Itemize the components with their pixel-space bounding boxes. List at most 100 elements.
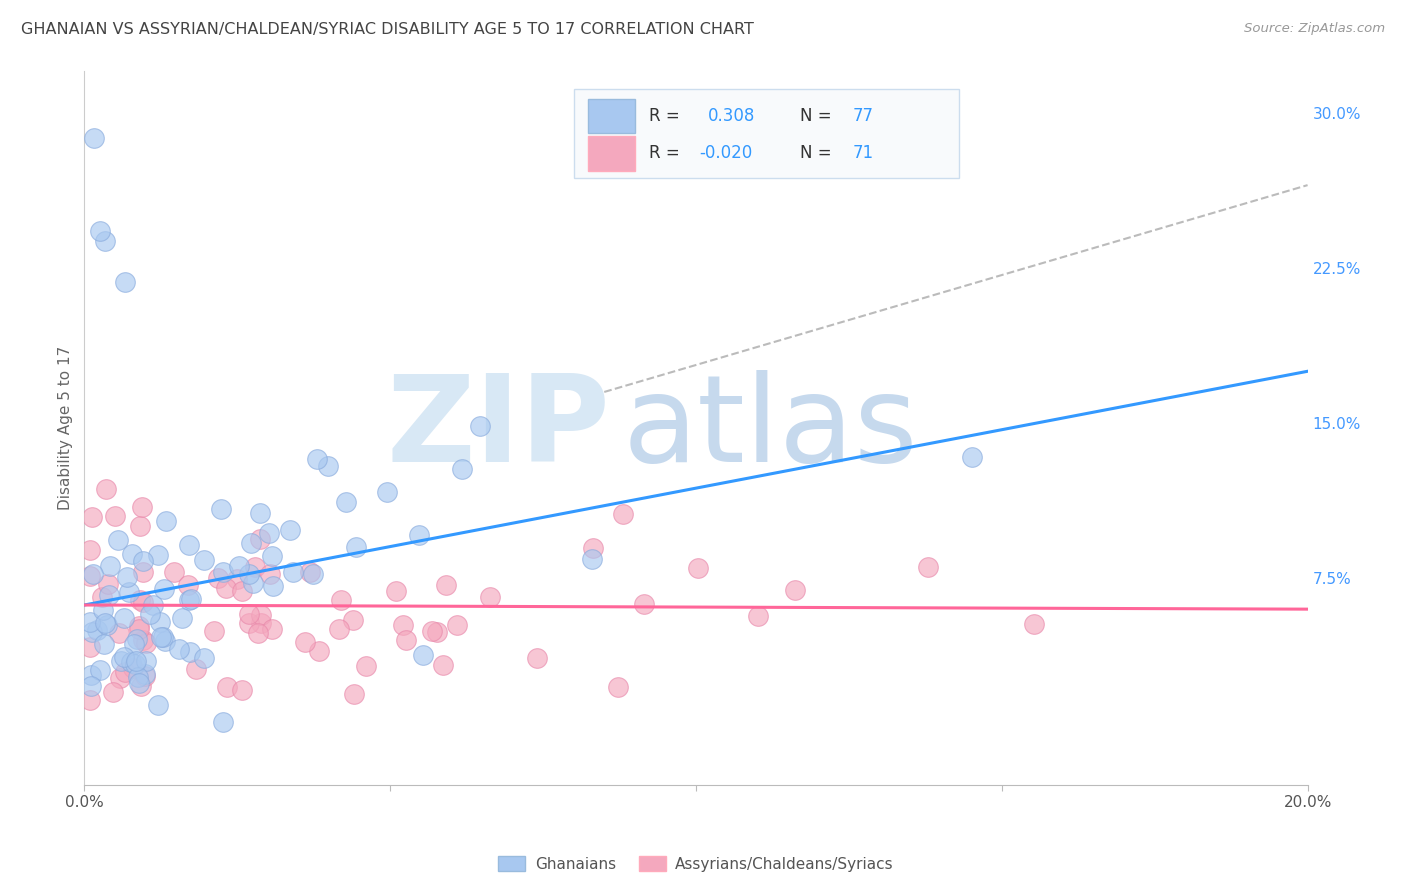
Point bbox=[375, 485, 398, 500]
Point bbox=[262, 578, 284, 592]
Point bbox=[238, 615, 260, 630]
Point bbox=[135, 654, 157, 668]
Point bbox=[281, 565, 304, 579]
Point bbox=[259, 566, 281, 581]
Point bbox=[103, 684, 125, 698]
Point bbox=[124, 657, 146, 671]
Point bbox=[249, 532, 271, 546]
Point bbox=[960, 450, 983, 464]
Point bbox=[179, 592, 201, 607]
Point bbox=[193, 553, 215, 567]
Point bbox=[243, 560, 266, 574]
Point bbox=[93, 637, 115, 651]
Point bbox=[129, 679, 152, 693]
Point bbox=[79, 615, 101, 630]
Point bbox=[204, 624, 226, 639]
Point bbox=[470, 418, 492, 433]
Point bbox=[114, 649, 136, 664]
Point bbox=[128, 622, 150, 636]
Point bbox=[134, 669, 156, 683]
Point bbox=[117, 570, 139, 584]
Point bbox=[149, 615, 172, 630]
Point bbox=[179, 538, 201, 552]
Point bbox=[215, 581, 238, 595]
Point bbox=[212, 714, 235, 729]
Text: N =: N = bbox=[800, 145, 837, 162]
Point bbox=[176, 578, 198, 592]
Point bbox=[330, 592, 353, 607]
Text: Source: ZipAtlas.com: Source: ZipAtlas.com bbox=[1244, 22, 1385, 36]
Point bbox=[1022, 617, 1045, 632]
Point bbox=[294, 634, 316, 648]
Point bbox=[343, 687, 366, 701]
Point bbox=[86, 623, 108, 637]
Point bbox=[581, 552, 603, 566]
Point bbox=[128, 676, 150, 690]
Point bbox=[785, 582, 807, 597]
Point bbox=[217, 680, 239, 694]
Point bbox=[82, 510, 104, 524]
Point bbox=[131, 500, 153, 514]
Point bbox=[108, 671, 131, 685]
Point bbox=[127, 669, 149, 683]
Point bbox=[432, 658, 454, 673]
Point bbox=[125, 654, 148, 668]
Point bbox=[747, 608, 769, 623]
Point bbox=[82, 624, 104, 639]
Point bbox=[526, 651, 548, 665]
Point bbox=[83, 130, 105, 145]
Point bbox=[98, 588, 121, 602]
Point bbox=[121, 547, 143, 561]
Point bbox=[79, 569, 101, 583]
Text: R =: R = bbox=[650, 107, 686, 125]
Point bbox=[129, 518, 152, 533]
Point bbox=[132, 554, 155, 568]
FancyBboxPatch shape bbox=[574, 89, 959, 178]
Text: 77: 77 bbox=[852, 107, 873, 125]
Point bbox=[260, 549, 283, 564]
Point bbox=[79, 692, 101, 706]
Point bbox=[298, 565, 321, 579]
Point bbox=[139, 607, 162, 621]
Point bbox=[211, 566, 233, 580]
Point bbox=[308, 643, 330, 657]
Point bbox=[110, 654, 132, 668]
Point bbox=[148, 549, 170, 563]
Point bbox=[132, 566, 155, 580]
Point bbox=[582, 541, 605, 556]
Point bbox=[79, 640, 101, 654]
Point bbox=[231, 683, 253, 698]
Point bbox=[250, 608, 273, 623]
Point bbox=[688, 561, 710, 575]
Point bbox=[342, 613, 364, 627]
Point bbox=[132, 595, 155, 609]
Point bbox=[163, 565, 186, 579]
Point bbox=[98, 559, 121, 574]
Point bbox=[112, 611, 135, 625]
Point bbox=[79, 543, 101, 558]
Point bbox=[186, 662, 208, 676]
Legend: Ghanaians, Assyrians/Chaldeans/Syriacs: Ghanaians, Assyrians/Chaldeans/Syriacs bbox=[492, 850, 900, 878]
Point bbox=[96, 482, 118, 496]
Point bbox=[259, 526, 281, 541]
Point bbox=[262, 622, 284, 636]
Point bbox=[80, 667, 103, 681]
Point bbox=[394, 633, 416, 648]
Point bbox=[316, 459, 339, 474]
Point bbox=[80, 679, 103, 693]
Y-axis label: Disability Age 5 to 17: Disability Age 5 to 17 bbox=[58, 346, 73, 510]
Point bbox=[207, 571, 229, 585]
Point bbox=[228, 558, 250, 573]
Point bbox=[307, 452, 329, 467]
Point bbox=[122, 637, 145, 651]
Point bbox=[612, 507, 634, 521]
Point bbox=[412, 648, 434, 662]
Point bbox=[231, 584, 253, 599]
Point bbox=[420, 624, 443, 639]
Point bbox=[127, 632, 149, 646]
Point bbox=[94, 615, 117, 630]
Point bbox=[152, 582, 174, 597]
Point bbox=[246, 626, 269, 640]
Point bbox=[917, 560, 939, 574]
Point bbox=[179, 645, 201, 659]
